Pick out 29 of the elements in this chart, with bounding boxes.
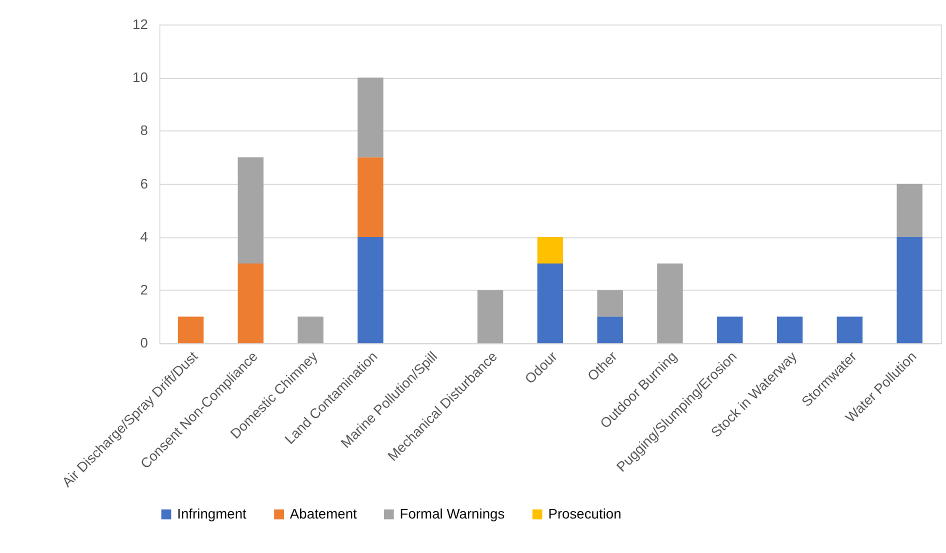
bar — [358, 157, 384, 237]
bar — [238, 157, 264, 264]
y-tick-label: 2 — [140, 282, 148, 298]
legend-label: Prosecution — [548, 505, 622, 522]
bar — [896, 184, 922, 237]
y-tick-label: 4 — [140, 228, 148, 244]
bar — [238, 264, 264, 344]
bar — [597, 316, 623, 344]
bar — [178, 316, 204, 344]
bar — [657, 264, 683, 344]
bar — [537, 264, 564, 344]
y-tick-label: 8 — [140, 122, 148, 138]
y-tick-label: 0 — [140, 334, 148, 351]
bar — [717, 316, 743, 344]
bar — [477, 290, 504, 344]
legend-label: Formal Warnings — [400, 505, 505, 522]
bar — [358, 78, 384, 158]
legend-label: Infringment — [177, 505, 247, 522]
bar — [896, 236, 922, 344]
bar — [358, 236, 384, 344]
y-tick-label: 6 — [140, 175, 148, 192]
y-tick-label: 12 — [132, 16, 148, 32]
y-tick-label: 10 — [132, 69, 148, 86]
bar — [836, 316, 863, 344]
legend-label: Abatement — [290, 505, 358, 522]
bar — [776, 316, 803, 344]
bar — [537, 236, 564, 264]
bar — [597, 290, 623, 317]
bar — [298, 316, 324, 344]
